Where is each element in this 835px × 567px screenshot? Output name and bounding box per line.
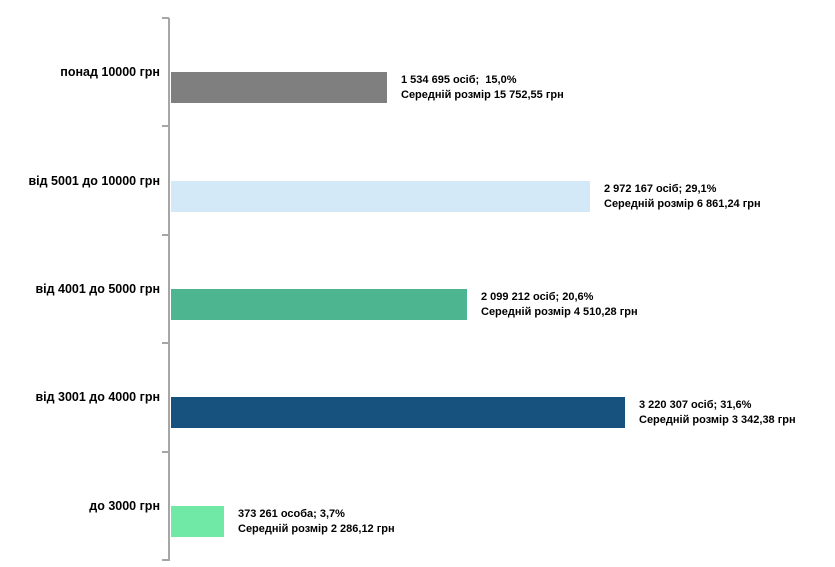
bar-data-label-line1: 1 534 695 осіб; 15,0% <box>401 74 517 86</box>
bar-data-label-line2: Середній розмір 4 510,28 грн <box>481 306 638 318</box>
y-axis-line <box>168 18 170 561</box>
bar-data-label: 2 972 167 осіб; 29,1% Середній розмір 6 8… <box>604 182 761 212</box>
category-label: від 4001 до 5000 грн <box>35 282 160 296</box>
bar-data-label-line1: 3 220 307 осіб; 31,6% <box>639 399 752 411</box>
category-label: до 3000 грн <box>89 499 160 513</box>
bar <box>171 506 224 537</box>
bar <box>171 289 467 320</box>
y-axis-tick <box>162 342 169 344</box>
bar-data-label: 373 261 особа; 3,7% Середній розмір 2 286… <box>238 507 395 537</box>
bar-data-label-line2: Середній розмір 3 342,38 грн <box>639 414 796 426</box>
y-axis-tick <box>162 234 169 236</box>
bar-data-label: 3 220 307 осіб; 31,6% Середній розмір 3 3… <box>639 398 796 428</box>
bar-data-label-line2: Середній розмір 15 752,55 грн <box>401 89 564 101</box>
bar-data-label: 1 534 695 осіб; 15,0% Середній розмір 15 … <box>401 73 564 103</box>
bar <box>171 397 625 428</box>
bar-data-label-line1: 2 099 212 осіб; 20,6% <box>481 291 594 303</box>
category-label: від 3001 до 4000 грн <box>35 390 160 404</box>
bar-data-label-line1: 2 972 167 осіб; 29,1% <box>604 183 717 195</box>
category-label: понад 10000 грн <box>60 65 160 79</box>
y-axis-tick <box>162 451 169 453</box>
bar-data-label: 2 099 212 осіб; 20,6% Середній розмір 4 5… <box>481 290 638 320</box>
bar-data-label-line2: Середній розмір 6 861,24 грн <box>604 198 761 210</box>
bar <box>171 72 387 103</box>
bar-data-label-line1: 373 261 особа; 3,7% <box>238 508 345 520</box>
y-axis-tick <box>162 17 169 19</box>
bar <box>171 181 590 212</box>
category-label: від 5001 до 10000 грн <box>28 174 160 188</box>
y-axis-tick <box>162 125 169 127</box>
y-axis-tick <box>162 559 169 561</box>
bar-data-label-line2: Середній розмір 2 286,12 грн <box>238 523 395 535</box>
